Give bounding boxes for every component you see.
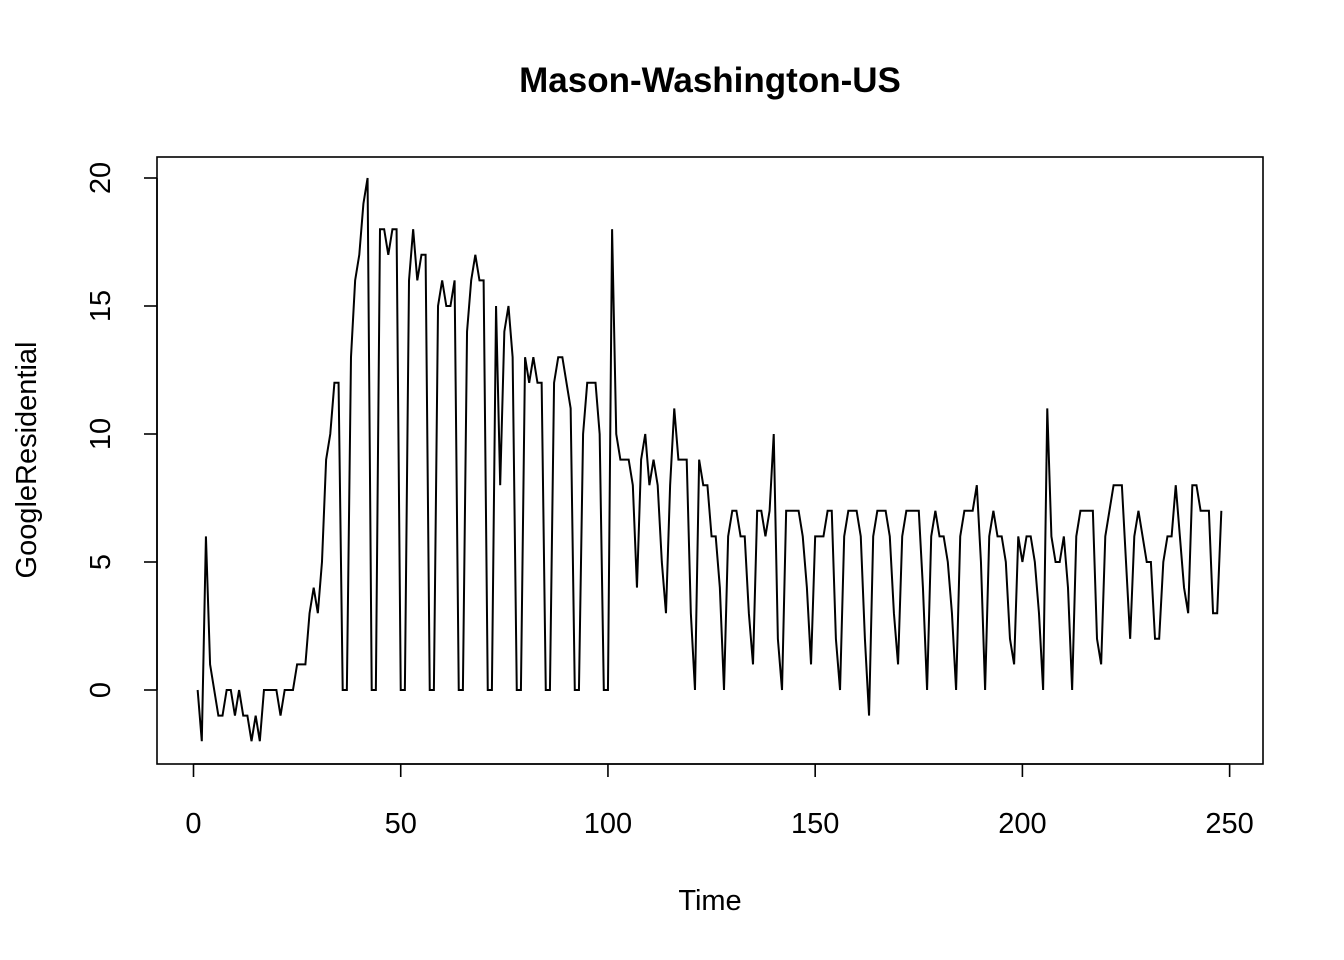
y-axis: 0 5 10 15 20 <box>85 162 157 698</box>
y-tick-label: 0 <box>85 682 117 698</box>
x-tick-label: 100 <box>584 808 632 840</box>
chart-title: Mason-Washington-US <box>519 61 901 100</box>
x-tick-label: 50 <box>385 808 417 840</box>
x-tick-label: 150 <box>791 808 839 840</box>
y-tick-label: 10 <box>85 418 117 450</box>
x-axis-label: Time <box>678 885 741 917</box>
x-tick-label: 250 <box>1205 808 1253 840</box>
x-tick-label: 200 <box>998 808 1046 840</box>
x-tick-label: 0 <box>185 808 201 840</box>
y-axis-label: GoogleResidential <box>11 342 43 579</box>
series-layer <box>198 178 1222 741</box>
series-line <box>198 178 1222 741</box>
x-axis: 0 50 100 150 200 250 <box>185 764 1253 840</box>
y-tick-label: 15 <box>85 290 117 322</box>
y-tick-label: 5 <box>85 554 117 570</box>
y-tick-label: 20 <box>85 162 117 194</box>
plot-frame <box>157 157 1263 764</box>
